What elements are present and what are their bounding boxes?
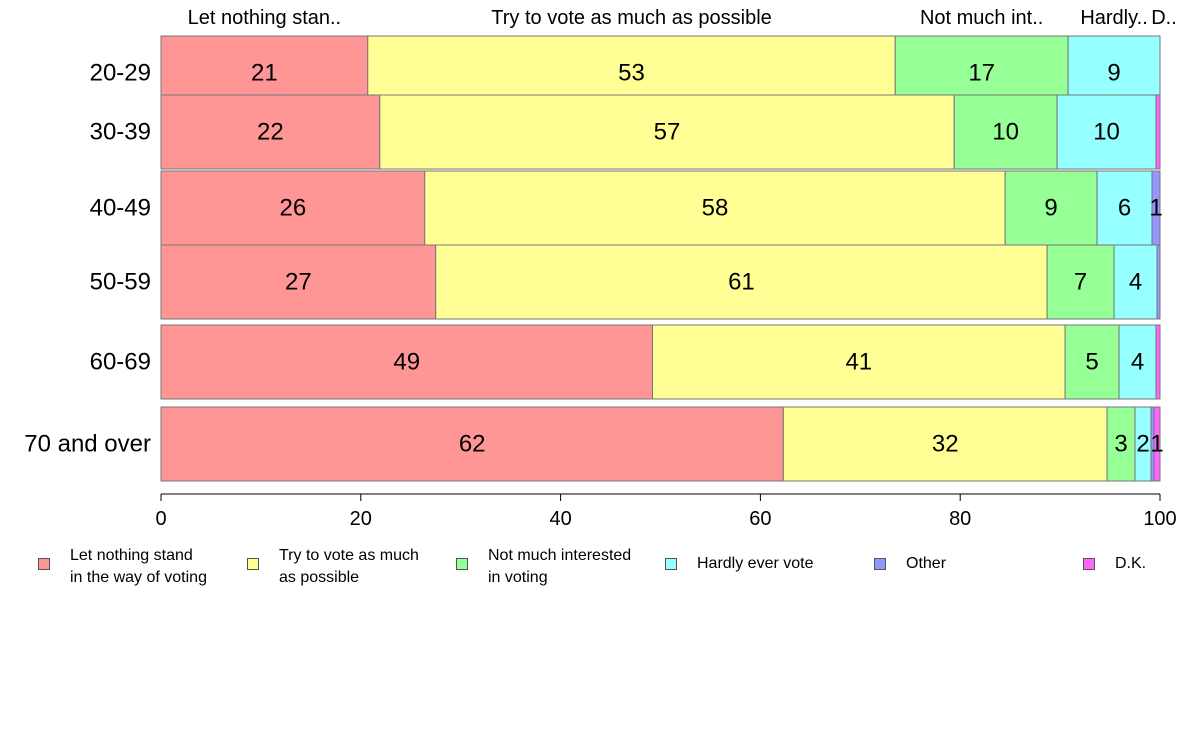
bar-value-label: 57 [654, 119, 681, 146]
legend-label: Let nothing stand in the way of voting [70, 547, 207, 586]
bar-value-label: 26 [280, 195, 307, 222]
category-label: 30-39 [90, 119, 151, 146]
bar-value-label: 32 [932, 431, 959, 458]
bar-segment [379, 94, 955, 170]
x-tick-label: 20 [350, 508, 372, 530]
bar-value-label: 7 [1074, 269, 1087, 296]
bar-value-label: 27 [285, 269, 312, 296]
legend-swatch [1083, 558, 1095, 570]
bar-segment [160, 244, 437, 320]
legend-label: Try to vote as much as possible [279, 547, 419, 586]
x-tick-label: 60 [749, 508, 771, 530]
legend-swatch [665, 558, 677, 570]
bar-value-label: 58 [702, 195, 729, 222]
bar-segment [652, 324, 1066, 400]
bar-value-label: 3 [1114, 431, 1127, 458]
series-top-label: Let nothing stan.. [188, 7, 341, 29]
x-tick-label: 100 [1143, 508, 1176, 530]
bar-value-label: 9 [1044, 195, 1057, 222]
bar-value-label: 61 [728, 269, 755, 296]
bar-value-label: 6 [1118, 195, 1131, 222]
legend-label: Other [906, 555, 947, 572]
bar-value-label: 1 [1150, 431, 1163, 458]
bar-value-label: 9 [1107, 60, 1120, 87]
bar-segment [1153, 406, 1161, 482]
bar-segment [1155, 324, 1161, 400]
x-tick-label: 80 [949, 508, 971, 530]
legend-swatch [247, 558, 259, 570]
series-top-label: Try to vote as much as possible [491, 7, 772, 29]
bar-value-label: 22 [257, 119, 284, 146]
bar-value-label: 10 [1093, 119, 1120, 146]
legend-swatch [456, 558, 468, 570]
bar-value-label: 2 [1136, 431, 1149, 458]
bar-segment [1156, 244, 1161, 320]
bar-value-label: 4 [1131, 349, 1144, 376]
bar-value-label: 1 [1149, 195, 1162, 222]
legend-label: Hardly ever vote [697, 555, 814, 572]
bar-value-label: 41 [845, 349, 872, 376]
series-top-label: Not much int.. [920, 7, 1043, 29]
category-label: 40-49 [90, 195, 151, 222]
category-label: 20-29 [90, 60, 151, 87]
bar-value-label: 53 [618, 60, 645, 87]
x-tick-label: 40 [549, 508, 571, 530]
bar-segment [782, 406, 1108, 482]
category-label: 70 and over [24, 431, 151, 458]
series-top-label: Hardly.. [1080, 7, 1147, 29]
bar-value-label: 62 [459, 431, 486, 458]
bar-segment [1096, 170, 1153, 246]
bar-value-label: 21 [251, 60, 278, 87]
bar-value-label: 49 [393, 349, 420, 376]
bar-value-label: 10 [992, 119, 1019, 146]
bar-segment [424, 170, 1006, 246]
chart-legend: Let nothing stand in the way of voting Tr… [38, 543, 1178, 593]
bar-segment [1064, 324, 1120, 400]
bar-segment [1056, 94, 1157, 170]
legend-swatch [38, 558, 50, 570]
bar-value-label: 5 [1085, 349, 1098, 376]
bar-value-label: 4 [1129, 269, 1142, 296]
bar-segment [160, 94, 381, 170]
bar-value-label: 17 [968, 60, 995, 87]
bar-segment [953, 94, 1058, 170]
legend-label: Not much interested in voting [488, 547, 632, 586]
legend-swatch [874, 558, 886, 570]
x-tick-label: 0 [155, 508, 166, 530]
category-label: 60-69 [90, 349, 151, 376]
legend-label: D.K. [1115, 555, 1147, 572]
series-top-label: D.. [1151, 7, 1177, 29]
bar-segment [435, 244, 1048, 320]
bar-segment [1155, 94, 1161, 170]
bar-segment [1046, 244, 1115, 320]
bar-segment [160, 406, 784, 482]
category-label: 50-59 [90, 269, 151, 296]
